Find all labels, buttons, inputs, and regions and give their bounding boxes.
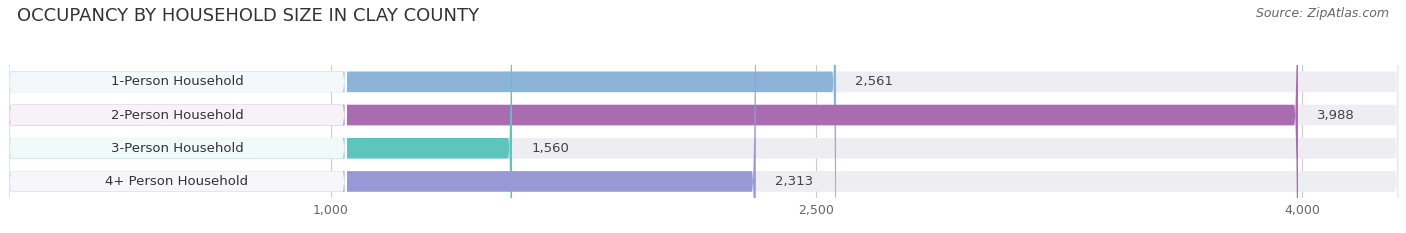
Text: 2-Person Household: 2-Person Household <box>111 109 243 122</box>
FancyBboxPatch shape <box>7 0 1399 233</box>
Text: 4+ Person Household: 4+ Person Household <box>105 175 249 188</box>
Text: 2,313: 2,313 <box>775 175 813 188</box>
FancyBboxPatch shape <box>7 0 1399 233</box>
FancyBboxPatch shape <box>7 0 512 233</box>
Text: Source: ZipAtlas.com: Source: ZipAtlas.com <box>1256 7 1389 20</box>
Text: OCCUPANCY BY HOUSEHOLD SIZE IN CLAY COUNTY: OCCUPANCY BY HOUSEHOLD SIZE IN CLAY COUN… <box>17 7 479 25</box>
FancyBboxPatch shape <box>7 0 1399 233</box>
Text: 1,560: 1,560 <box>531 142 569 155</box>
Text: 2,561: 2,561 <box>855 75 893 88</box>
FancyBboxPatch shape <box>7 0 756 233</box>
Text: 1-Person Household: 1-Person Household <box>111 75 243 88</box>
FancyBboxPatch shape <box>7 0 1298 233</box>
FancyBboxPatch shape <box>7 0 347 233</box>
FancyBboxPatch shape <box>7 0 837 233</box>
FancyBboxPatch shape <box>7 0 347 233</box>
FancyBboxPatch shape <box>7 0 347 233</box>
FancyBboxPatch shape <box>7 0 1399 233</box>
Text: 3,988: 3,988 <box>1317 109 1355 122</box>
Text: 3-Person Household: 3-Person Household <box>111 142 243 155</box>
FancyBboxPatch shape <box>7 0 347 233</box>
